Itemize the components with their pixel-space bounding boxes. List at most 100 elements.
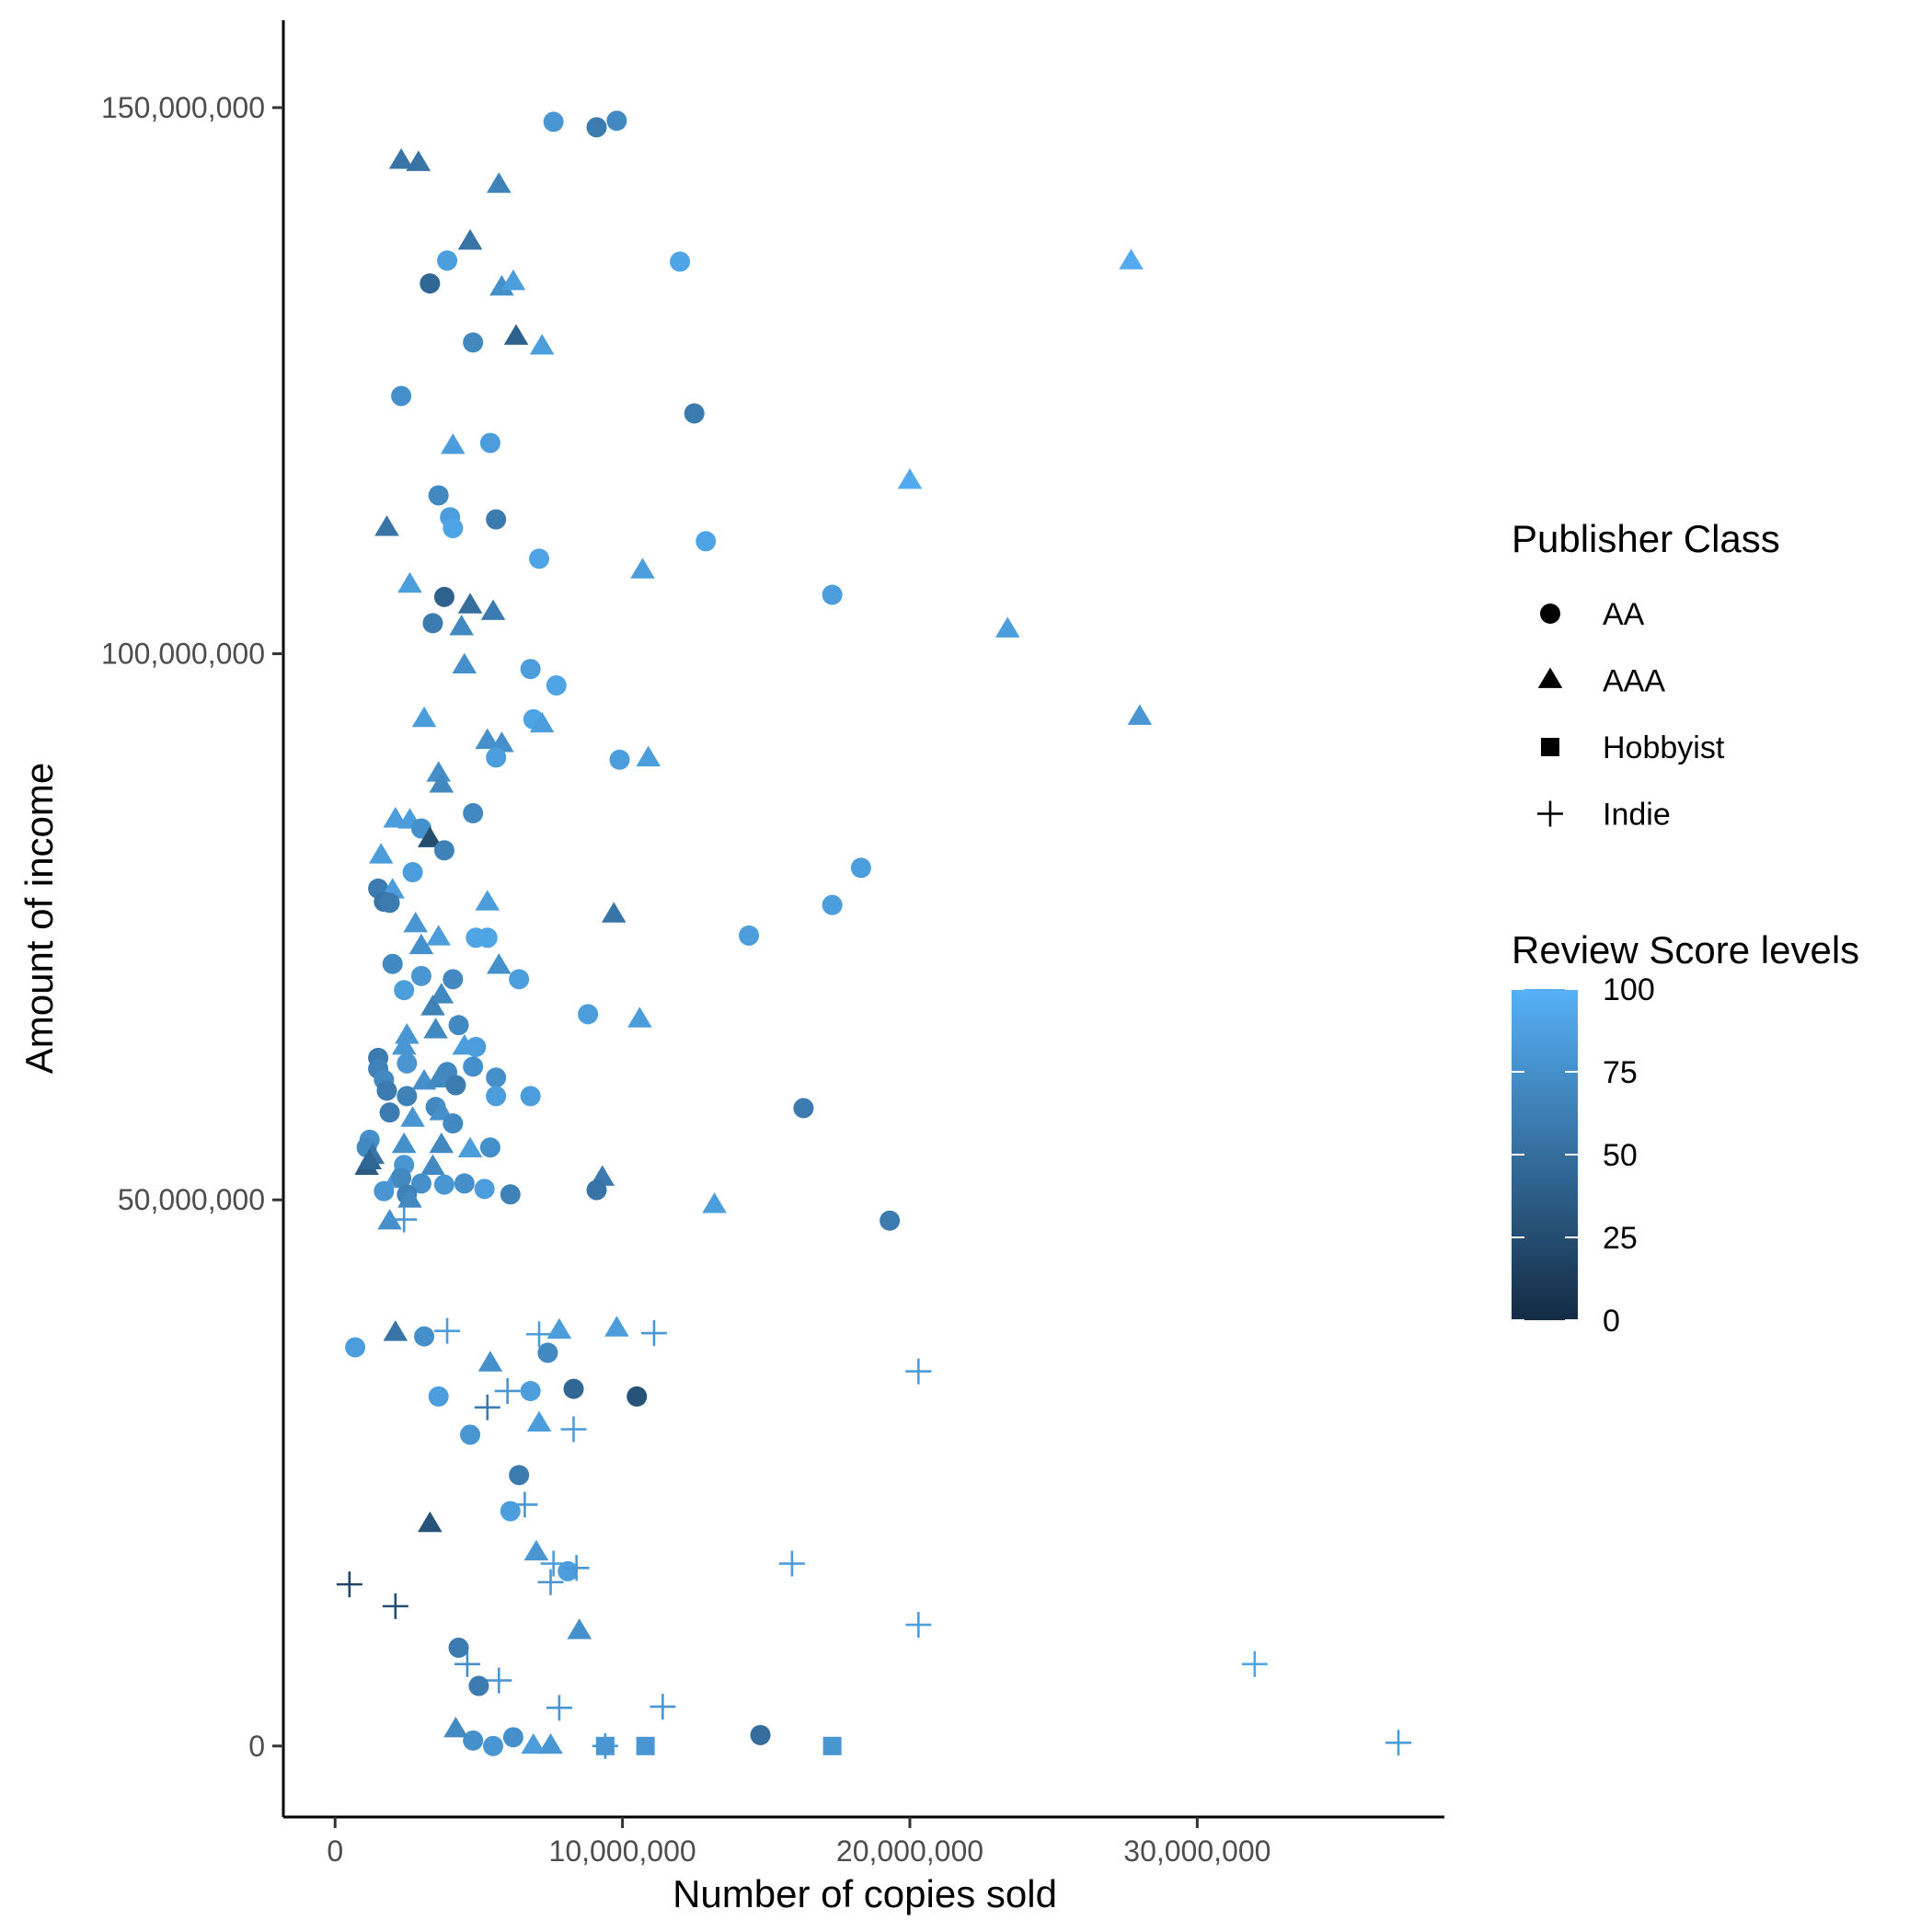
data-point — [1241, 1650, 1268, 1677]
data-point — [408, 933, 434, 955]
data-point — [433, 586, 454, 607]
legend-label: AAA — [1603, 664, 1665, 699]
data-point — [441, 433, 466, 454]
data-point — [433, 840, 454, 861]
y-axis-ticks: 0 50,000,000 100,000,000 150,000,000 — [101, 91, 283, 1763]
data-point — [563, 1378, 584, 1399]
data-point — [537, 1569, 564, 1595]
legend-label: Indie — [1603, 798, 1671, 833]
data-point — [483, 1735, 504, 1756]
data-point — [420, 1154, 445, 1175]
data-point — [463, 1056, 484, 1077]
data-point — [494, 1377, 521, 1404]
data-point — [509, 969, 530, 990]
data-point — [454, 1173, 475, 1194]
data-point — [538, 1732, 563, 1754]
data-point — [500, 269, 526, 291]
legend-key-indie — [1537, 800, 1563, 827]
data-point — [560, 1416, 587, 1443]
data-point — [1127, 704, 1153, 725]
data-point — [429, 772, 454, 793]
data-point — [443, 969, 464, 990]
shape-legend-title: Publisher Class — [1512, 517, 1780, 560]
colorbar-tick-label: 100 — [1603, 972, 1655, 1007]
y-axis-title: Amount of income — [17, 763, 61, 1075]
data-point — [503, 324, 529, 345]
color-legend-title: Review Score levels — [1512, 928, 1859, 972]
data-point — [696, 531, 717, 552]
data-point — [410, 965, 431, 986]
data-point — [377, 1208, 402, 1230]
data-point — [397, 1187, 422, 1208]
data-point — [420, 273, 441, 294]
data-point — [382, 1593, 408, 1619]
colorbar-tick-label: 0 — [1603, 1304, 1620, 1339]
data-point — [529, 333, 555, 355]
data-point — [1119, 248, 1144, 270]
data-point — [523, 1539, 549, 1561]
data-point — [486, 953, 512, 974]
data-point — [463, 332, 484, 353]
data-point — [448, 1637, 469, 1658]
data-point — [402, 862, 423, 883]
data-point — [418, 1511, 443, 1533]
data-point — [563, 1555, 590, 1581]
data-points — [336, 110, 1412, 1759]
data-point — [627, 1006, 652, 1028]
data-point — [379, 892, 400, 914]
data-point — [546, 1695, 572, 1721]
data-point — [1386, 1730, 1412, 1756]
data-point — [486, 509, 507, 530]
data-point — [475, 728, 500, 749]
data-point — [636, 1736, 655, 1755]
data-point — [391, 1034, 417, 1055]
data-point — [474, 1394, 500, 1420]
x-tick-label: 30,000,000 — [1123, 1834, 1271, 1868]
data-point — [480, 599, 506, 620]
data-point — [650, 1694, 676, 1720]
data-point — [995, 616, 1020, 638]
data-point — [502, 1727, 523, 1748]
data-point — [684, 403, 705, 424]
data-point — [567, 1618, 592, 1639]
data-point — [468, 1675, 489, 1696]
data-point — [486, 747, 507, 768]
data-point — [397, 571, 422, 593]
data-point — [443, 1113, 464, 1134]
data-point — [391, 1206, 418, 1233]
data-point — [521, 1732, 546, 1754]
x-tick-label: 0 — [327, 1834, 343, 1868]
data-point — [374, 1180, 395, 1202]
data-point — [457, 1136, 483, 1157]
data-point — [486, 1667, 512, 1694]
data-point — [529, 548, 550, 569]
data-point — [543, 111, 564, 132]
data-point — [546, 675, 567, 696]
data-point — [486, 1067, 507, 1088]
data-point — [434, 1317, 461, 1344]
legend-label: Hobbyist — [1603, 730, 1725, 765]
data-point — [336, 1571, 362, 1598]
data-point — [778, 1550, 805, 1577]
data-point — [606, 110, 627, 132]
data-point — [636, 745, 661, 766]
data-point — [395, 1023, 420, 1044]
data-point — [905, 1358, 932, 1385]
data-point — [391, 1132, 417, 1154]
data-point — [410, 1173, 431, 1194]
data-point — [429, 1132, 454, 1154]
data-point — [466, 1037, 487, 1057]
data-point — [630, 558, 655, 579]
data-point — [383, 1320, 408, 1341]
data-point — [368, 843, 394, 864]
data-point — [379, 1102, 400, 1123]
data-point — [850, 857, 871, 879]
data-point — [397, 1052, 418, 1074]
data-point — [457, 229, 483, 250]
data-point — [586, 117, 607, 138]
data-point — [509, 1465, 530, 1486]
data-point — [374, 515, 399, 536]
data-point — [627, 1386, 648, 1407]
data-point — [460, 1424, 481, 1445]
data-point — [423, 1018, 448, 1039]
